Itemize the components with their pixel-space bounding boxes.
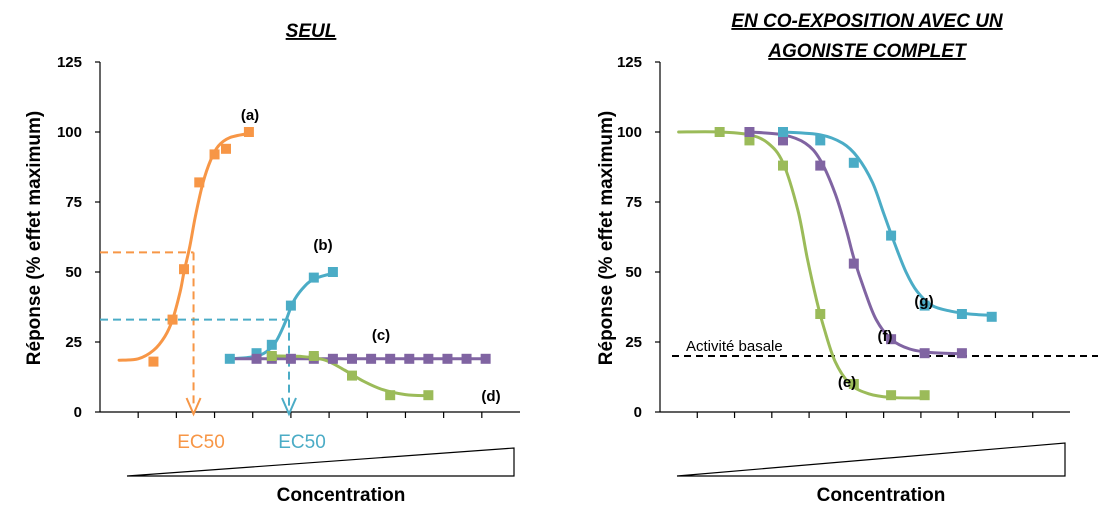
ec50-label-blue: EC50: [278, 432, 326, 453]
ec50-arrowhead: [281, 397, 297, 417]
series-label-c: (c): [372, 327, 390, 344]
y-tick-label: 100: [57, 124, 82, 141]
data-point-d: [385, 390, 396, 401]
data-point-d: [347, 370, 357, 381]
data-point-c: [366, 353, 377, 364]
data-point-b: [224, 353, 235, 364]
fit-curve-b: [228, 271, 335, 361]
data-point-g: [815, 135, 826, 146]
data-point-e: [848, 379, 859, 389]
data-point-e: [919, 390, 930, 401]
data-point-e: [744, 135, 755, 146]
data-point-e: [778, 160, 788, 171]
data-point-b: [327, 267, 338, 277]
chart-title-line-2: AGONISTE COMPLET: [767, 41, 967, 62]
data-point-f: [919, 348, 930, 359]
axes: [655, 61, 1070, 418]
data-points: [148, 127, 491, 401]
data-point-c: [347, 353, 357, 364]
data-point-g: [886, 230, 897, 241]
data-point-g: [986, 311, 997, 322]
series-label-g: (g): [914, 293, 933, 310]
data-point-a: [179, 264, 189, 275]
data-point-b: [266, 339, 277, 350]
y-tick-label: 50: [625, 264, 642, 281]
data-point-g: [956, 309, 967, 319]
basal-activity-label: Activité basale: [686, 338, 783, 355]
ec50-guides: [100, 251, 297, 417]
series-label-b: (b): [313, 237, 332, 254]
series-label-d: (d): [481, 388, 500, 405]
y-tick-label: 125: [57, 54, 82, 71]
data-point-c: [404, 353, 415, 364]
data-point-b: [308, 272, 319, 283]
data-point-c: [423, 353, 434, 364]
data-point-e: [714, 127, 725, 137]
concentration-wedge: [126, 447, 515, 477]
data-point-c: [385, 353, 396, 364]
concentration-wedge: [676, 442, 1066, 477]
fit-curve-f: [747, 130, 964, 356]
panel-co-exposition: EN CO-EXPOSITION AVEC UN AGONISTE COMPLE…: [596, 11, 1098, 506]
fit-curve-a: [117, 131, 251, 362]
data-point-c: [251, 353, 262, 364]
data-point-a: [167, 314, 178, 325]
data-point-e: [886, 390, 897, 401]
data-point-f: [848, 258, 859, 269]
data-point-c: [480, 353, 491, 364]
y-tick-label: 0: [74, 404, 82, 421]
data-point-d: [423, 390, 434, 401]
data-point-e: [815, 309, 826, 319]
series-label-f: (f): [878, 328, 893, 345]
y-axis-label: Réponse (% effet maximum): [596, 111, 617, 365]
data-point-d: [308, 351, 319, 361]
y-tick-label: 50: [65, 264, 82, 281]
ec50-label-orange: EC50: [177, 432, 225, 453]
data-point-a: [243, 127, 254, 137]
y-tick-label: 75: [65, 194, 82, 211]
data-point-f: [815, 160, 826, 171]
axes: [95, 61, 520, 418]
data-point-c: [461, 353, 472, 364]
data-point-f: [778, 135, 788, 146]
x-axis-label: Concentration: [277, 485, 406, 506]
y-tick-label: 0: [634, 404, 642, 421]
fit-curve-e: [677, 130, 927, 400]
data-point-g: [919, 300, 930, 311]
ec50-arrowhead: [185, 397, 202, 417]
y-tick-label: 100: [617, 124, 642, 141]
y-tick-label: 25: [625, 334, 642, 351]
series-label-a: (a): [241, 107, 259, 124]
data-point-c: [442, 353, 453, 364]
data-point-g: [848, 157, 859, 168]
data-point-d: [266, 351, 277, 361]
panel-seul: SEUL Réponse (% effet maximum) 0 25 50 75 10…: [24, 21, 520, 506]
y-tick-labels: 0 25 50 75 100 125: [617, 54, 642, 421]
data-point-b: [285, 300, 296, 311]
data-point-c: [285, 353, 296, 364]
data-point-a: [221, 143, 231, 154]
y-tick-labels: 0 25 50 75 100 125: [57, 54, 82, 421]
data-point-a: [194, 177, 205, 188]
chart-title-line-1: EN CO-EXPOSITION AVEC UN: [731, 11, 1004, 32]
data-point-a: [209, 149, 220, 160]
fit-curve-g: [781, 130, 994, 317]
data-point-a: [148, 356, 159, 367]
data-point-f: [956, 348, 967, 359]
data-point-f: [744, 127, 755, 137]
y-axis-label: Réponse (% effet maximum): [24, 111, 45, 365]
chart-title: SEUL: [286, 21, 337, 42]
y-tick-label: 25: [65, 334, 82, 351]
series-label-e: (e): [838, 374, 856, 391]
data-point-c: [327, 353, 338, 364]
y-tick-label: 125: [617, 54, 642, 71]
x-axis-label: Concentration: [817, 485, 946, 506]
data-point-b: [251, 348, 262, 359]
data-points: [714, 127, 997, 401]
fit-curves: [677, 130, 994, 400]
data-point-f: [886, 334, 897, 345]
y-tick-label: 75: [625, 194, 642, 211]
data-point-g: [778, 127, 788, 137]
